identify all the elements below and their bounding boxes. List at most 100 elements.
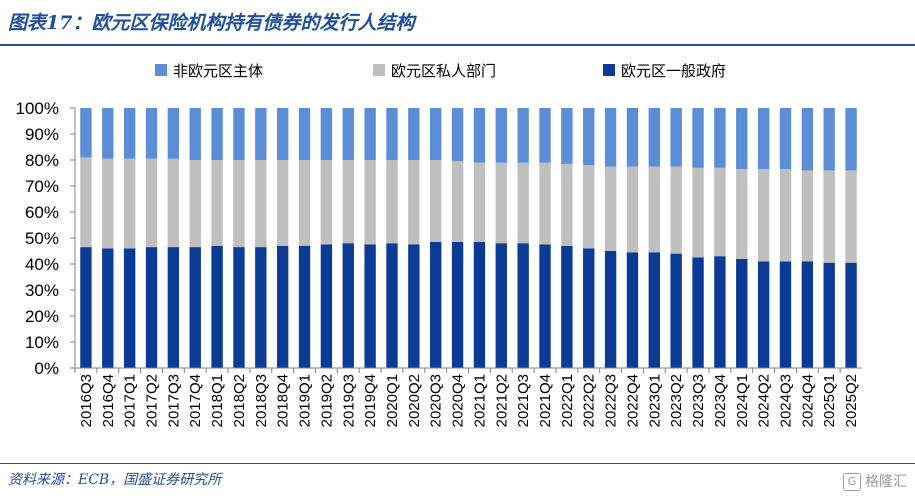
bar-segment	[583, 248, 595, 368]
bar-segment	[604, 251, 617, 368]
x-tick-label: 2024Q2	[756, 374, 773, 427]
x-tick-label: 2021Q1	[471, 374, 488, 427]
bar-segment	[233, 108, 245, 160]
bar-segment	[451, 241, 464, 368]
bar-segment	[145, 108, 158, 159]
bar-segment	[626, 252, 639, 368]
bar-segment	[801, 170, 814, 262]
bar-segment	[757, 261, 770, 368]
bar-segment	[692, 257, 704, 368]
bar-segment	[583, 108, 595, 166]
bar-segment	[123, 248, 136, 368]
y-tick-label: 50%	[25, 229, 59, 248]
bar-segment	[145, 158, 158, 248]
bar-segment	[408, 244, 420, 368]
bar-segment	[757, 169, 770, 262]
bar-segment	[626, 166, 639, 253]
bar-segment	[736, 108, 748, 170]
bar-segment	[123, 158, 136, 249]
x-tick-label: 2024Q1	[734, 374, 751, 427]
y-tick-label: 20%	[25, 307, 59, 326]
bar-segment	[255, 160, 267, 248]
bar-segment	[320, 244, 333, 368]
bar-segment	[451, 108, 464, 162]
bar-segment	[430, 108, 442, 160]
bar-segment	[845, 108, 857, 171]
legend-label: 欧元区私人部门	[391, 62, 496, 80]
bar-segment	[408, 108, 420, 160]
bar-segment	[211, 108, 223, 160]
bar-segment	[517, 243, 529, 368]
bar-segment	[714, 108, 726, 168]
bar-segment	[167, 247, 180, 368]
x-tick-label: 2020Q1	[384, 374, 401, 427]
bar-segment	[779, 169, 792, 262]
bar-segment	[430, 241, 442, 368]
bar-segment	[233, 160, 245, 248]
bar-segment	[539, 108, 551, 163]
bar-segment	[779, 261, 792, 368]
watermark-text: 格隆汇	[865, 474, 907, 490]
bar-segment	[364, 108, 376, 160]
y-tick-label: 10%	[25, 333, 59, 352]
y-tick-label: 70%	[25, 177, 59, 196]
bar-segment	[298, 160, 311, 246]
bar-segment	[342, 243, 354, 368]
x-tick-label: 2022Q1	[559, 374, 576, 427]
bar-segment	[823, 262, 835, 368]
bar-segment	[123, 108, 136, 159]
x-tick-label: 2019Q3	[340, 374, 357, 427]
bar-segment	[298, 245, 311, 368]
bar-segment	[167, 108, 180, 159]
x-tick-label: 2018Q1	[209, 374, 226, 427]
bar-segment	[670, 253, 682, 368]
bar-segment	[320, 108, 333, 160]
y-tick-label: 80%	[25, 151, 59, 170]
bar-segment	[736, 169, 748, 259]
stacked-bar-chart: 非欧元区主体 欧元区私人部门 欧元区一般政府 0% 10% 20% 30% 40% 50% 60%…	[16, 62, 862, 427]
bar-segment	[845, 170, 857, 263]
bar-segment	[648, 166, 661, 253]
bar-segment	[561, 108, 573, 164]
bar-segment	[102, 108, 114, 159]
x-tick-label: 2017Q3	[165, 374, 182, 427]
x-tick-label: 2023Q4	[712, 374, 729, 427]
bar-segment	[430, 160, 442, 242]
x-tick-label: 2022Q3	[603, 374, 620, 427]
bar-segment	[845, 262, 857, 368]
bar-segment	[189, 247, 201, 368]
bar-segment	[276, 160, 289, 246]
bar-segment	[320, 160, 333, 245]
x-tick-label: 2018Q3	[253, 374, 270, 427]
x-tick-label: 2017Q4	[187, 374, 204, 427]
bar-segment	[779, 108, 792, 170]
x-tick-label: 2025Q1	[821, 374, 838, 427]
bar-segment	[189, 160, 201, 248]
legend-label: 非欧元区主体	[173, 62, 263, 80]
x-tick-label: 2019Q1	[297, 374, 314, 427]
bar-segment	[561, 163, 573, 246]
bar-segment	[823, 170, 835, 263]
bar-segment	[604, 166, 617, 251]
bar-segment	[80, 157, 92, 248]
bar-segment	[736, 258, 748, 368]
x-tick-label: 2018Q2	[231, 374, 248, 427]
bar-segment	[539, 244, 551, 368]
bar-segment	[823, 108, 835, 171]
bar-segment	[648, 108, 661, 167]
bar-segment	[517, 108, 529, 163]
x-tick-label: 2017Q1	[122, 374, 139, 427]
bar-segment	[473, 241, 486, 368]
x-tick-label: 2018Q4	[275, 374, 292, 427]
y-tick-label: 40%	[25, 255, 59, 274]
bar-segment	[670, 166, 682, 254]
y-tick-label: 100%	[16, 99, 59, 118]
bar-segment	[276, 108, 289, 160]
x-tick-label: 2021Q3	[515, 374, 532, 427]
x-tick-label: 2024Q4	[799, 374, 816, 427]
footer-divider	[0, 463, 915, 464]
bar-segment	[102, 158, 114, 249]
legend-swatch	[603, 64, 615, 76]
bar-segment	[364, 160, 376, 245]
bar-segment	[386, 160, 398, 244]
